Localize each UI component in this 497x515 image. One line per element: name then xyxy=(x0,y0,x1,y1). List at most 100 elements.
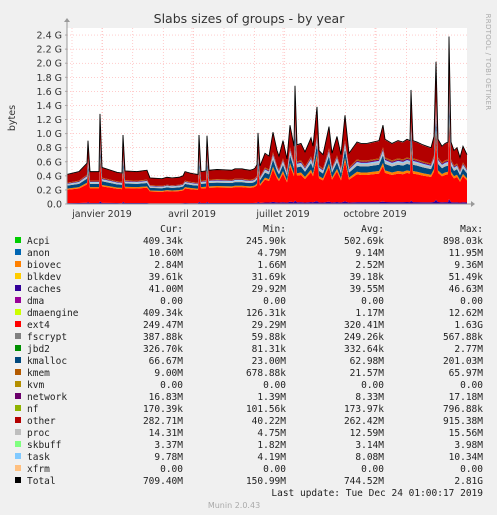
legend-swatch xyxy=(15,477,21,483)
legend-swatch xyxy=(15,393,21,399)
legend-swatch xyxy=(15,417,21,423)
legend-cur: 282.71M xyxy=(143,416,183,427)
legend-min: 81.31k xyxy=(252,344,287,355)
legend-swatch xyxy=(15,273,21,279)
legend-cur: 170.39k xyxy=(143,404,183,415)
task-area xyxy=(67,90,467,188)
legend-avg: 0.00 xyxy=(361,380,384,391)
legend-avg: 320.41M xyxy=(344,320,384,331)
legend-swatch xyxy=(15,321,21,327)
legend-cur: 709.40M xyxy=(143,476,183,487)
rrdtool-credit: RRDTOOL / TOBI OETIKER xyxy=(484,14,492,111)
legend-swatch xyxy=(15,309,21,315)
legend-max: 567.88k xyxy=(443,332,483,343)
legend-min: 0.00 xyxy=(263,380,286,391)
y-tick-label: 2.4 G xyxy=(37,31,63,42)
y-tick-label: 1.6 G xyxy=(37,87,63,98)
axes: janvier 2019 avril 2019 juillet 2019 octobr… xyxy=(37,18,475,220)
network-area xyxy=(67,86,467,187)
legend-swatch xyxy=(15,453,21,459)
biovec-area xyxy=(67,116,467,192)
legend-name: fscrypt xyxy=(27,332,67,343)
legend-avg: 8.33M xyxy=(355,392,384,403)
legend-name: dma xyxy=(27,296,44,307)
legend-name: kvm xyxy=(27,380,44,391)
legend-cur: 9.00M xyxy=(154,368,183,379)
legend-max: 201.03M xyxy=(443,356,483,367)
legend-header: Max: xyxy=(460,224,483,235)
legend-min: 1.66M xyxy=(257,260,286,271)
y-tick-label: 2.0 G xyxy=(37,59,63,70)
legend-min: 1.82M xyxy=(257,440,286,451)
legend-max: 2.81G xyxy=(454,476,483,487)
legend-avg: 249.26k xyxy=(344,332,384,343)
data-series xyxy=(66,36,468,204)
legend-max: 0.00 xyxy=(460,380,483,391)
legend-max: 51.49k xyxy=(449,272,484,283)
legend-max: 796.88k xyxy=(443,404,483,415)
legend-max: 0.00 xyxy=(460,296,483,307)
legend-header: Avg: xyxy=(361,224,384,235)
x-tick-label: avril 2019 xyxy=(168,209,216,220)
x-tick-label: juillet 2019 xyxy=(255,209,309,220)
legend-min: 245.90k xyxy=(246,236,286,247)
legend-name: network xyxy=(27,392,67,403)
legend-cur: 0.00 xyxy=(160,296,183,307)
legend-name: skbuff xyxy=(27,440,61,451)
legend-swatch xyxy=(15,405,21,411)
legend-avg: 39.55M xyxy=(350,284,385,295)
legend: Cur: Min: Avg: Max: Acpi 409.34k 245.90k 502.69… xyxy=(15,224,483,487)
legend-name: Acpi xyxy=(27,236,50,247)
legend-avg: 173.97k xyxy=(344,404,384,415)
y-tick-label: 1.4 G xyxy=(37,101,63,112)
legend-max: 2.77M xyxy=(454,344,483,355)
legend-cur: 3.37M xyxy=(154,440,183,451)
legend-avg: 12.59M xyxy=(350,428,385,439)
legend-avg: 502.69k xyxy=(344,236,384,247)
legend-avg: 0.00 xyxy=(361,296,384,307)
legend-min: 29.29M xyxy=(252,320,287,331)
legend-max: 46.63M xyxy=(449,284,484,295)
legend-min: 40.22M xyxy=(252,416,287,427)
legend-min: 101.56k xyxy=(246,404,286,415)
legend-swatch xyxy=(15,441,21,447)
legend-swatch xyxy=(15,429,21,435)
munin-version: Munin 2.0.43 xyxy=(208,501,260,510)
ext4-area xyxy=(67,123,467,204)
legend-avg: 39.18k xyxy=(350,272,385,283)
caches-area xyxy=(67,198,467,204)
legend-name: blkdev xyxy=(27,272,62,283)
legend-cur: 16.83M xyxy=(149,392,184,403)
legend-min: 4.79M xyxy=(257,248,286,259)
legend-min: 29.92M xyxy=(252,284,287,295)
legend-swatch xyxy=(15,237,21,243)
legend-swatch xyxy=(15,381,21,387)
legend-swatch xyxy=(15,357,21,363)
legend-swatch xyxy=(15,249,21,255)
legend-name: task xyxy=(27,452,50,463)
legend-avg: 21.57M xyxy=(350,368,385,379)
y-tick-label: 2.2 G xyxy=(37,45,63,56)
legend-min: 0.00 xyxy=(263,296,286,307)
x-tick-label: janvier 2019 xyxy=(71,209,132,220)
legend-avg: 262.42M xyxy=(344,416,384,427)
legend-swatch xyxy=(15,465,21,471)
legend-name: jbd2 xyxy=(27,344,50,355)
y-tick-label: 1.8 G xyxy=(37,73,63,84)
legend-swatch xyxy=(15,369,21,375)
y-axis-arrow xyxy=(64,18,70,22)
legend-name: other xyxy=(27,416,56,427)
legend-max: 0.00 xyxy=(460,464,483,475)
legend-cur: 0.00 xyxy=(160,464,183,475)
legend-name: dmaengine xyxy=(27,308,79,319)
y-axis-label: bytes xyxy=(7,105,18,131)
x-tick-label: octobre 2019 xyxy=(343,209,406,220)
legend-name: proc xyxy=(27,428,50,439)
legend-cur: 9.78M xyxy=(154,452,183,463)
legend-max: 10.34M xyxy=(449,452,484,463)
legend-cur: 41.00M xyxy=(149,284,184,295)
legend-max: 1.63G xyxy=(454,320,483,331)
legend-max: 898.03k xyxy=(443,236,483,247)
legend-avg: 9.14M xyxy=(355,248,384,259)
legend-avg: 8.08M xyxy=(355,452,384,463)
